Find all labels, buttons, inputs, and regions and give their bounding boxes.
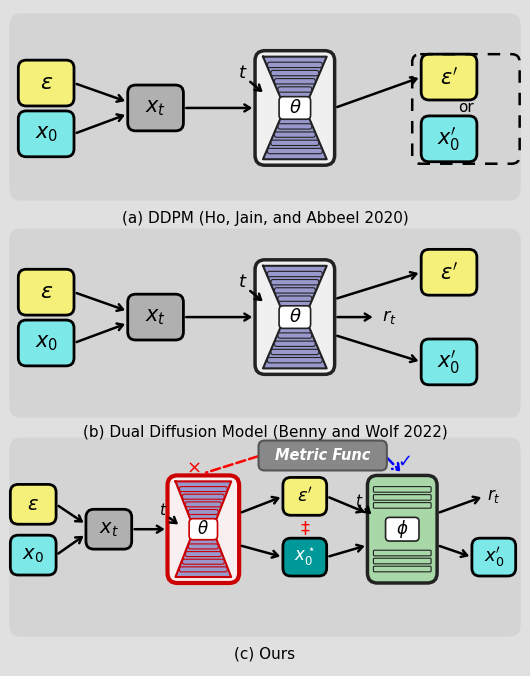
FancyBboxPatch shape [421, 249, 477, 295]
FancyBboxPatch shape [180, 567, 227, 572]
FancyBboxPatch shape [268, 358, 322, 363]
FancyBboxPatch shape [374, 550, 431, 556]
FancyBboxPatch shape [374, 558, 431, 564]
Text: $\times$: $\times$ [186, 458, 201, 477]
Text: $t$: $t$ [238, 64, 248, 82]
FancyBboxPatch shape [279, 97, 311, 119]
Text: $x_0'$: $x_0'$ [437, 125, 461, 153]
FancyBboxPatch shape [374, 502, 431, 508]
Text: (a) DDPM (Ho, Jain, and Abbeel 2020): (a) DDPM (Ho, Jain, and Abbeel 2020) [121, 210, 409, 226]
Text: $\epsilon$: $\epsilon$ [27, 495, 39, 514]
FancyBboxPatch shape [278, 87, 312, 92]
FancyBboxPatch shape [283, 538, 326, 576]
FancyBboxPatch shape [259, 441, 387, 470]
Text: $t$: $t$ [160, 502, 168, 518]
Text: $x_t$: $x_t$ [145, 307, 166, 327]
FancyBboxPatch shape [278, 333, 312, 338]
FancyBboxPatch shape [19, 60, 74, 106]
FancyBboxPatch shape [283, 477, 326, 515]
FancyBboxPatch shape [275, 341, 315, 346]
FancyBboxPatch shape [186, 552, 221, 556]
Text: $t$: $t$ [355, 493, 364, 509]
FancyBboxPatch shape [255, 51, 334, 165]
FancyBboxPatch shape [275, 288, 315, 293]
Text: $\epsilon'$: $\epsilon'$ [440, 66, 458, 88]
FancyBboxPatch shape [189, 510, 218, 514]
FancyBboxPatch shape [19, 111, 74, 157]
Text: $\epsilon$: $\epsilon$ [40, 282, 53, 302]
Text: or: or [458, 101, 474, 116]
FancyBboxPatch shape [10, 437, 520, 637]
FancyBboxPatch shape [182, 559, 224, 564]
FancyBboxPatch shape [421, 116, 477, 162]
Text: $x_0'$: $x_0'$ [437, 348, 461, 376]
Text: Metric Func: Metric Func [275, 448, 370, 463]
FancyBboxPatch shape [374, 487, 431, 492]
Text: $\epsilon'$: $\epsilon'$ [297, 487, 313, 506]
Text: $\epsilon$: $\epsilon$ [40, 73, 53, 93]
FancyBboxPatch shape [186, 502, 221, 507]
Text: $r_t$: $r_t$ [382, 308, 397, 326]
Text: $\phi$: $\phi$ [396, 518, 409, 540]
Polygon shape [263, 57, 326, 160]
Text: $x_0^\star$: $x_0^\star$ [294, 546, 315, 569]
Text: $t$: $t$ [238, 273, 248, 291]
FancyBboxPatch shape [271, 280, 319, 285]
FancyBboxPatch shape [182, 494, 224, 499]
FancyBboxPatch shape [255, 260, 334, 375]
FancyBboxPatch shape [385, 517, 419, 541]
FancyBboxPatch shape [472, 538, 516, 576]
FancyBboxPatch shape [128, 294, 183, 340]
Text: $\theta$: $\theta$ [288, 308, 301, 326]
FancyBboxPatch shape [421, 54, 477, 100]
Text: (c) Ours: (c) Ours [234, 647, 296, 662]
Text: $x_0'$: $x_0'$ [484, 545, 504, 569]
Text: $\checkmark$: $\checkmark$ [398, 452, 411, 469]
FancyBboxPatch shape [19, 320, 74, 366]
Polygon shape [263, 266, 326, 368]
FancyBboxPatch shape [128, 85, 183, 131]
Text: $\theta$: $\theta$ [197, 521, 209, 538]
FancyBboxPatch shape [189, 518, 217, 539]
FancyBboxPatch shape [271, 70, 319, 76]
FancyBboxPatch shape [271, 140, 319, 145]
FancyBboxPatch shape [19, 269, 74, 315]
FancyBboxPatch shape [86, 509, 131, 549]
Text: $\epsilon'$: $\epsilon'$ [440, 261, 458, 283]
FancyBboxPatch shape [271, 349, 319, 355]
Text: $x_0$: $x_0$ [34, 333, 58, 353]
FancyBboxPatch shape [268, 271, 322, 276]
FancyBboxPatch shape [11, 485, 56, 524]
Text: (b) Dual Diffusion Model (Benny and Wolf 2022): (b) Dual Diffusion Model (Benny and Wolf… [83, 425, 447, 439]
Text: $\ddagger$: $\ddagger$ [299, 521, 310, 538]
Polygon shape [175, 481, 231, 577]
FancyBboxPatch shape [367, 475, 437, 583]
FancyBboxPatch shape [10, 228, 520, 418]
FancyBboxPatch shape [11, 535, 56, 575]
Text: $x_0$: $x_0$ [22, 546, 44, 564]
FancyBboxPatch shape [180, 487, 227, 491]
FancyBboxPatch shape [275, 132, 315, 137]
FancyBboxPatch shape [268, 62, 322, 68]
Text: $r_t$: $r_t$ [487, 487, 501, 506]
FancyBboxPatch shape [374, 566, 431, 572]
FancyBboxPatch shape [278, 124, 312, 129]
FancyBboxPatch shape [275, 78, 315, 84]
FancyBboxPatch shape [278, 296, 312, 301]
Text: $\theta$: $\theta$ [288, 99, 301, 117]
FancyBboxPatch shape [10, 14, 520, 201]
FancyBboxPatch shape [374, 495, 431, 500]
Text: $x_t$: $x_t$ [99, 520, 119, 539]
Text: $x_0$: $x_0$ [34, 124, 58, 144]
FancyBboxPatch shape [268, 148, 322, 153]
FancyBboxPatch shape [167, 475, 239, 583]
FancyBboxPatch shape [189, 544, 218, 549]
Text: $x_t$: $x_t$ [145, 98, 166, 118]
FancyBboxPatch shape [421, 339, 477, 385]
FancyBboxPatch shape [279, 306, 311, 329]
